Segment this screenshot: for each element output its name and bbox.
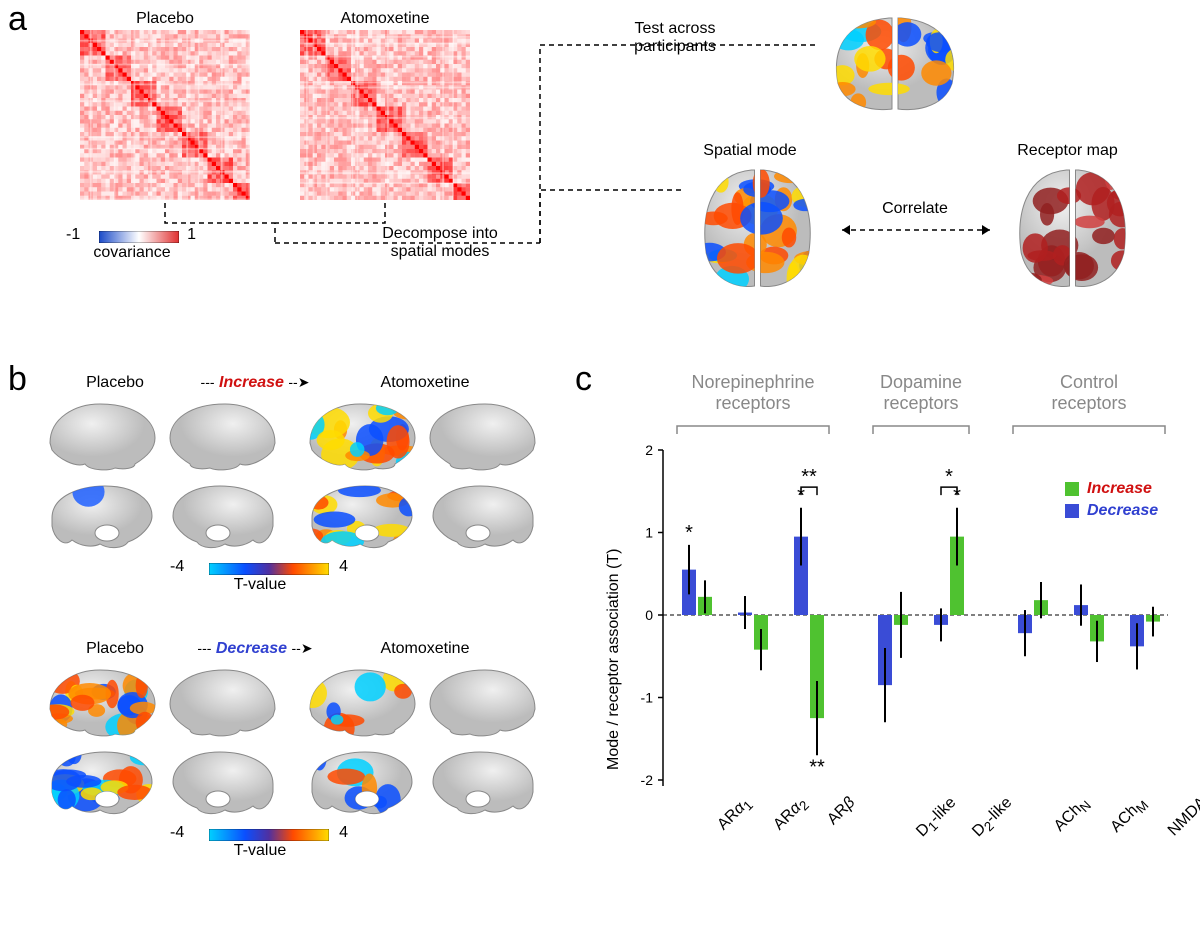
x-tick-label: AChM <box>1107 794 1151 838</box>
group-bracket <box>873 422 969 438</box>
brain-placebo-dec-lat-r <box>165 664 285 739</box>
tvalue-colorbar-2: -4 4 T-value <box>190 826 342 844</box>
brain-atomox-dec-med-l <box>300 744 420 819</box>
label-decompose: Decompose into spatial modes <box>360 225 520 261</box>
t2-label: T-value <box>220 842 300 860</box>
decrease-arrow: --- Decrease --➤ <box>180 640 330 658</box>
t1-max: 4 <box>339 558 348 575</box>
brain-placebo-dec-med-l <box>40 744 160 819</box>
x-tick-label: AChN <box>1051 794 1094 837</box>
label-placebo-b2: Placebo <box>75 640 155 658</box>
t2-grad <box>209 829 329 841</box>
brain-placebo-inc-med-r <box>165 478 285 553</box>
t1-label: T-value <box>220 576 300 594</box>
legend-label-increase: Increase <box>1087 480 1152 498</box>
brain-placebo-dec-lat-l <box>40 664 160 739</box>
label-atomox-b1: Atomoxetine <box>370 374 480 392</box>
brain-atomox-inc-lat-l <box>300 398 420 473</box>
svg-text:2: 2 <box>645 442 653 458</box>
t2-min: -4 <box>170 824 184 841</box>
panel-a: a Placebo Atomoxetine -1 1 covariance De… <box>0 0 1200 330</box>
label-increase-b: Increase <box>219 374 284 391</box>
svg-text:*: * <box>685 522 693 544</box>
label-placebo-b1: Placebo <box>75 374 155 392</box>
x-tick-label: NMDA <box>1165 794 1200 840</box>
svg-text:-2: -2 <box>641 772 654 788</box>
t1-min: -4 <box>170 558 184 575</box>
increase-arrow: --- Increase --➤ <box>180 374 330 392</box>
svg-text:**: ** <box>801 466 817 488</box>
brain-placebo-inc-lat-l <box>40 398 160 473</box>
svg-text:**: ** <box>809 756 825 778</box>
x-tick-label: ARα2 <box>770 794 812 836</box>
label-atomox-b2: Atomoxetine <box>370 640 480 658</box>
yaxis-label: Mode / receptor association (T) <box>605 549 623 770</box>
panel-c: c Mode / receptor association (T) -2 -1 0 1… <box>575 360 1195 940</box>
t1-grad <box>209 563 329 575</box>
panel-label-a: a <box>8 0 27 39</box>
brain-placebo-dec-med-r <box>165 744 285 819</box>
group-header: Norepinephrine receptors <box>673 372 833 414</box>
svg-text:0: 0 <box>645 607 653 623</box>
cov-matrix-placebo <box>80 30 250 200</box>
panel-label-c: c <box>575 360 592 399</box>
x-tick-label: ARβ <box>824 794 859 829</box>
label-placebo-a: Placebo <box>115 10 215 28</box>
x-tick-label: D1-like <box>913 794 961 842</box>
brain-test-participants <box>820 10 970 115</box>
x-tick-label: D2-like <box>969 794 1017 842</box>
x-tick-label: ARα1 <box>714 794 756 836</box>
label-receptor-map: Receptor map <box>1010 142 1125 160</box>
brain-atomox-dec-lat-l <box>300 664 420 739</box>
panel-b: b Placebo --- Increase --➤ Atomoxetine <box>0 360 575 940</box>
correlate-arrow <box>830 220 1002 240</box>
group-header: Dopamine receptors <box>841 372 1001 414</box>
group-header: Control receptors <box>1009 372 1169 414</box>
group-bracket <box>677 422 829 438</box>
brain-receptor-map <box>1005 162 1140 292</box>
brain-atomox-inc-lat-r <box>425 398 545 473</box>
label-atomoxetine-a: Atomoxetine <box>330 10 440 28</box>
label-spatial-mode: Spatial mode <box>695 142 805 160</box>
legend-swatch-increase <box>1065 482 1079 496</box>
t2-max: 4 <box>339 824 348 841</box>
cov-matrix-atomoxetine <box>300 30 470 200</box>
label-correlate: Correlate <box>870 200 960 218</box>
brain-atomox-inc-med-l <box>300 478 420 553</box>
legend-swatch-decrease <box>1065 504 1079 518</box>
brain-spatial-mode <box>690 162 825 292</box>
brain-atomox-dec-lat-r <box>425 664 545 739</box>
svg-text:*: * <box>945 466 953 488</box>
brain-placebo-inc-med-l <box>40 478 160 553</box>
svg-text:1: 1 <box>645 525 653 541</box>
group-bracket <box>1013 422 1165 438</box>
brain-placebo-inc-lat-r <box>165 398 285 473</box>
svg-text:-1: -1 <box>641 690 654 706</box>
brain-atomox-inc-med-r <box>425 478 545 553</box>
panel-label-b: b <box>8 360 27 399</box>
brain-atomox-dec-med-r <box>425 744 545 819</box>
legend-label-decrease: Decrease <box>1087 502 1158 520</box>
tvalue-colorbar-1: -4 4 T-value <box>190 560 342 578</box>
label-decrease-b: Decrease <box>216 640 287 657</box>
